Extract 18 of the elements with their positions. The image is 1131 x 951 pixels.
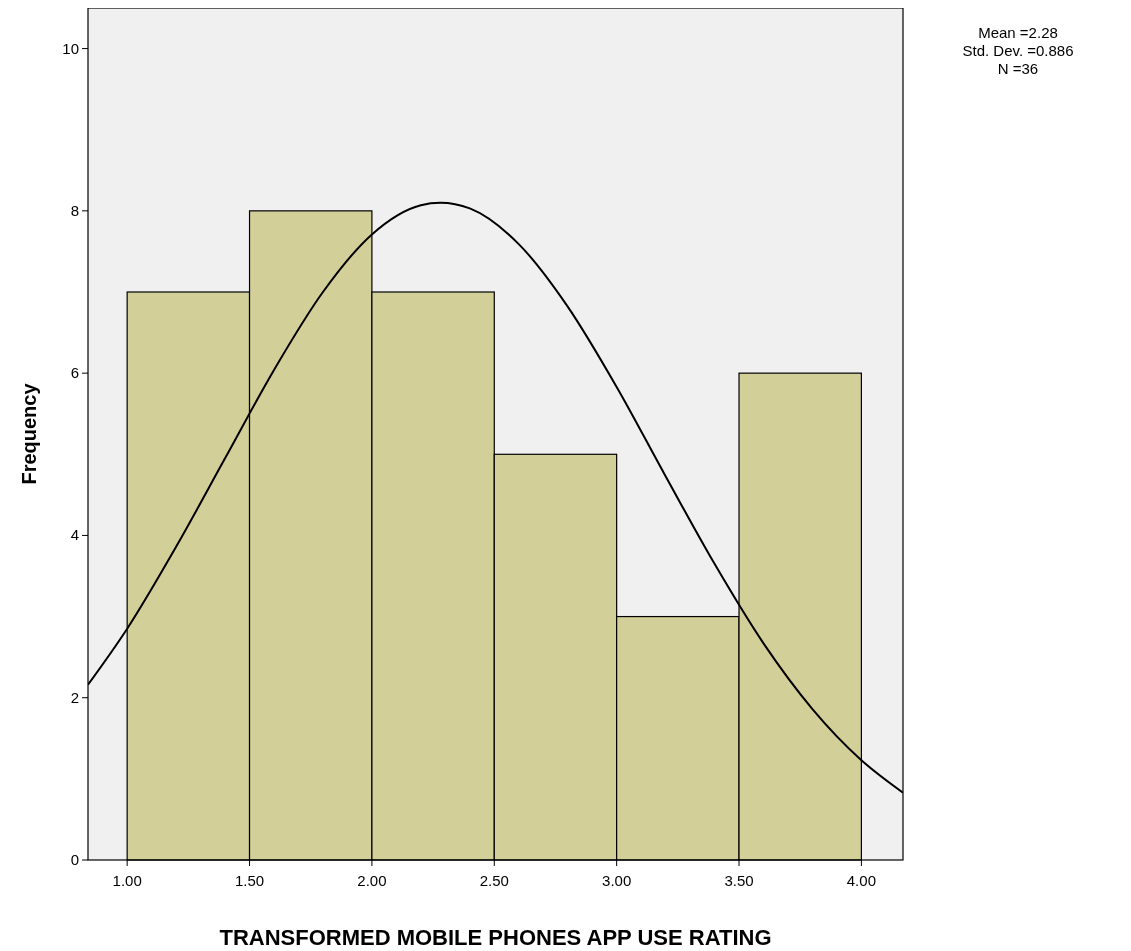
y-tick-label: 10 xyxy=(62,39,79,57)
x-tick-label: 3.50 xyxy=(724,872,754,889)
y-tick-label: 4 xyxy=(70,526,79,544)
y-tick-label: 8 xyxy=(70,201,79,219)
x-tick-label: 4.00 xyxy=(846,872,876,889)
text: Mean =2.28 xyxy=(978,24,1058,41)
x-tick-label: 1.00 xyxy=(112,872,142,889)
y-axis-title: Frequency xyxy=(18,382,40,485)
x-tick-label: 1.50 xyxy=(234,872,265,889)
text: N =36 xyxy=(997,60,1039,77)
x-axis-title: TRANSFORMED MOBILE PHONES APP USE RATING xyxy=(219,925,772,950)
y-tick-label: 2 xyxy=(70,688,79,706)
y-tick-label: 6 xyxy=(70,364,79,382)
x-tick-label: 2.50 xyxy=(479,872,509,889)
y-tick-label: 0 xyxy=(70,851,79,868)
x-tick-label: 3.00 xyxy=(602,872,632,889)
text: Std. Dev. =0.886 xyxy=(962,42,1074,59)
x-tick-label: 2.00 xyxy=(357,872,387,889)
